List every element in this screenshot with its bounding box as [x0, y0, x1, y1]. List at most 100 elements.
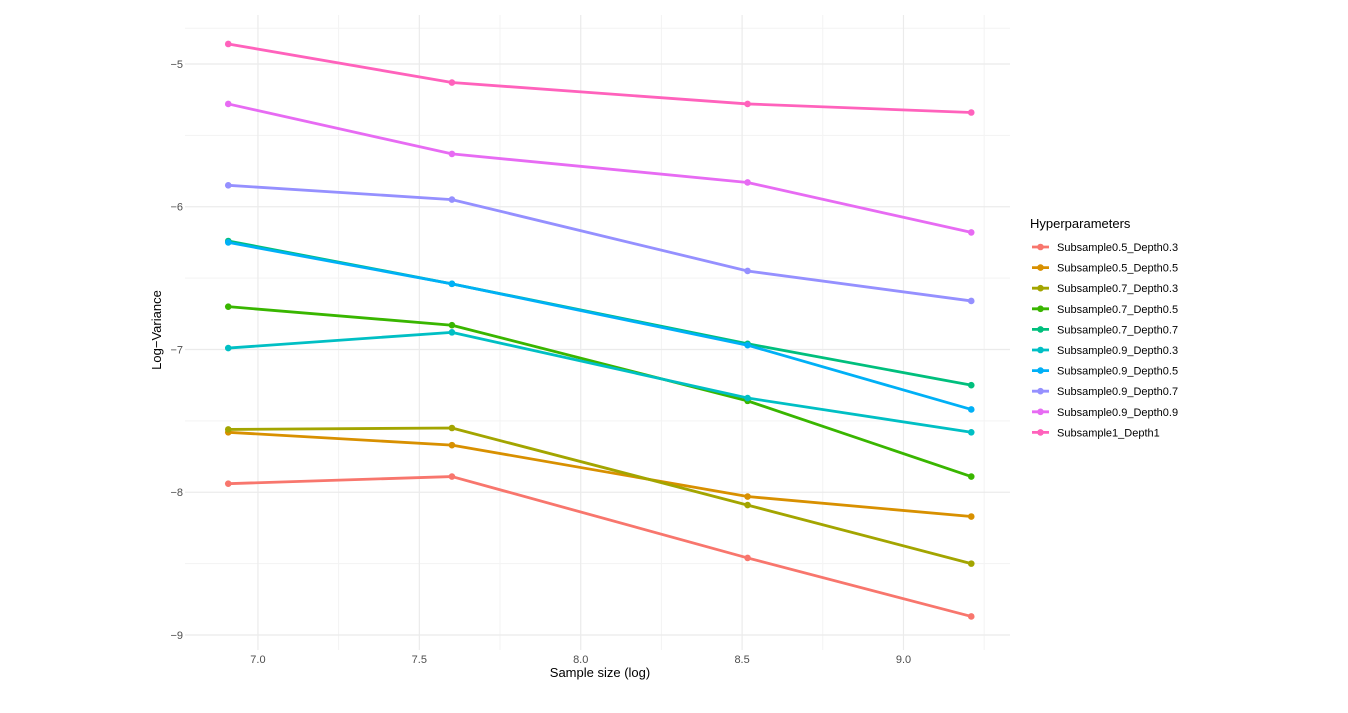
data-point	[448, 79, 456, 86]
data-point	[967, 613, 975, 620]
data-point	[448, 280, 456, 288]
data-point	[744, 341, 751, 349]
data-point	[744, 100, 751, 108]
data-point	[224, 239, 232, 246]
series-Subsample0.9_Depth0.7	[224, 182, 975, 305]
x-tick-label: 7.0	[250, 654, 265, 666]
x-tick-label: 7.5	[412, 654, 427, 666]
series-layer	[224, 40, 975, 620]
legend-key-point	[1037, 264, 1044, 271]
data-point	[967, 428, 975, 436]
y-tick-label: −8	[170, 487, 183, 499]
legend-key-point	[1037, 367, 1044, 374]
legend-label: Subsample0.9_Depth0.5	[1057, 366, 1178, 378]
data-point	[967, 473, 975, 480]
data-point	[448, 150, 456, 158]
y-tick-label: −6	[170, 202, 183, 214]
data-point	[744, 501, 751, 509]
series-Subsample0.9_Depth0.9	[224, 100, 975, 236]
y-axis-label: Log−Variance	[149, 290, 164, 370]
data-point	[224, 40, 232, 48]
series-line	[228, 330, 972, 434]
legend-key-point	[1037, 243, 1044, 251]
series-Subsample0.5_Depth0.5	[224, 428, 975, 520]
data-point	[744, 267, 751, 275]
data-point	[967, 297, 975, 305]
legend-label: Subsample0.9_Depth0.7	[1057, 386, 1178, 398]
legend-item: Subsample0.7_Depth0.5	[1032, 304, 1178, 316]
legend-label: Subsample0.9_Depth0.9	[1057, 407, 1178, 419]
series-Subsample1_Depth1	[224, 40, 975, 116]
data-point	[224, 100, 232, 108]
series-Subsample0.7_Depth0.3	[224, 424, 975, 567]
y-tick-label: −9	[170, 630, 183, 642]
legend-key-point	[1037, 387, 1044, 395]
legend-item: Subsample0.9_Depth0.3	[1032, 345, 1178, 357]
series-Subsample0.5_Depth0.3	[224, 473, 975, 620]
x-tick-label: 8.0	[573, 654, 588, 666]
grid	[185, 15, 1010, 650]
data-point	[224, 426, 232, 433]
x-axis-label: Sample size (log)	[550, 665, 650, 680]
legend-label: Subsample0.5_Depth0.3	[1057, 242, 1178, 254]
series-line	[227, 102, 972, 234]
legend-key-point	[1037, 305, 1044, 313]
data-point	[448, 424, 456, 432]
legend-key-point	[1037, 326, 1044, 333]
data-point	[744, 394, 751, 402]
data-point	[744, 493, 751, 500]
legend-label: Subsample0.7_Depth0.5	[1057, 304, 1178, 316]
legend-item: Subsample0.5_Depth0.5	[1032, 263, 1178, 275]
data-point	[224, 344, 232, 352]
data-point	[967, 109, 975, 116]
x-tick-label: 9.0	[896, 654, 911, 666]
legend-item: Subsample1_Depth1	[1032, 427, 1160, 439]
data-point	[224, 480, 232, 487]
legend-item: Subsample0.7_Depth0.3	[1032, 283, 1178, 295]
y-tick-label: −5	[170, 59, 183, 71]
legend-label: Subsample0.7_Depth0.7	[1057, 324, 1178, 336]
legend-label: Subsample0.7_Depth0.3	[1057, 283, 1178, 295]
legend-key-point	[1037, 346, 1044, 354]
legend-item: Subsample0.9_Depth0.7	[1032, 386, 1178, 398]
data-point	[448, 473, 456, 480]
data-point	[967, 381, 975, 389]
legend-label: Subsample0.9_Depth0.3	[1057, 345, 1178, 357]
data-point	[448, 321, 456, 329]
legend-key-point	[1037, 284, 1044, 292]
series-Subsample0.9_Depth0.5	[224, 239, 975, 413]
data-point	[967, 406, 975, 413]
legend-item: Subsample0.9_Depth0.5	[1032, 366, 1178, 378]
series-line	[228, 305, 972, 478]
legend: Hyperparameters Subsample0.5_Depth0.3 Sub…	[1030, 216, 1178, 439]
x-tick-label: 8.5	[734, 654, 749, 666]
data-point	[967, 229, 975, 236]
legend-label: Subsample0.5_Depth0.5	[1057, 263, 1178, 275]
series-line	[227, 241, 972, 411]
data-point	[224, 303, 232, 310]
data-point	[967, 560, 975, 567]
legend-item: Subsample0.7_Depth0.7	[1032, 324, 1178, 336]
legend-key-point	[1037, 429, 1044, 436]
series-Subsample0.9_Depth0.3	[224, 329, 975, 436]
data-point	[448, 441, 456, 449]
tick-labels: 7.0 7.5 8.0 8.5 9.0 −5 −6 −7 −8 −9	[170, 59, 911, 666]
data-point	[224, 182, 232, 189]
data-point	[448, 329, 456, 336]
legend-item: Subsample0.5_Depth0.3	[1032, 242, 1178, 254]
legend-key-point	[1037, 408, 1044, 416]
data-point	[744, 554, 751, 562]
data-point	[967, 513, 975, 520]
legend-label: Subsample1_Depth1	[1057, 427, 1160, 439]
series-line	[228, 183, 972, 303]
series-Subsample0.7_Depth0.5	[224, 303, 975, 480]
series-line	[228, 475, 972, 618]
series-line	[228, 430, 972, 518]
data-point	[448, 196, 456, 203]
legend-title: Hyperparameters	[1030, 216, 1131, 231]
data-point	[744, 179, 751, 186]
series-line	[228, 42, 972, 114]
legend-item: Subsample0.9_Depth0.9	[1032, 407, 1178, 419]
series-line	[228, 426, 972, 565]
